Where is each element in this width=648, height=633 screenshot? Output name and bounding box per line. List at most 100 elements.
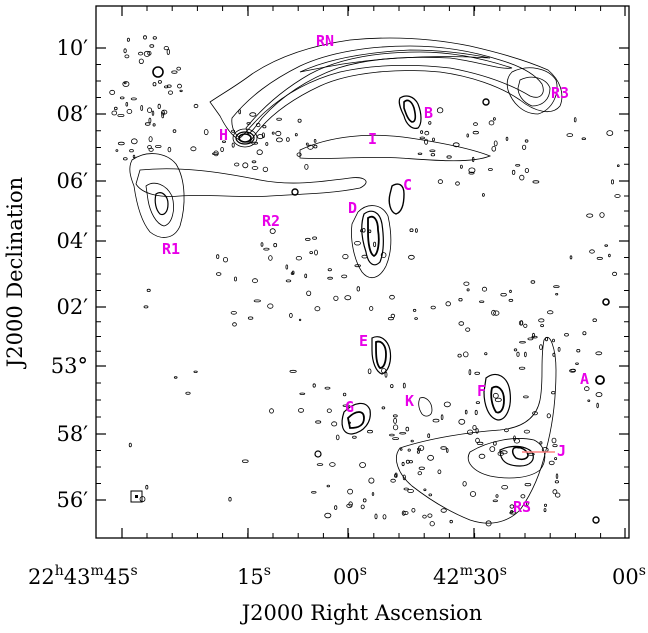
y-tick-label: 10′ bbox=[57, 36, 89, 60]
noise-contour bbox=[123, 157, 128, 161]
noise-contour bbox=[545, 336, 549, 342]
contour-e-outer bbox=[371, 336, 392, 375]
noise-contour bbox=[516, 351, 520, 357]
noise-contour bbox=[311, 490, 317, 494]
noise-contour bbox=[256, 122, 261, 128]
noise-contour bbox=[354, 264, 361, 268]
noise-contour bbox=[520, 494, 526, 499]
contour-i-region bbox=[299, 134, 492, 162]
noise-contour bbox=[540, 324, 544, 328]
noise-contour bbox=[472, 130, 479, 135]
contour-rs-mid bbox=[467, 438, 546, 479]
noise-contour bbox=[495, 494, 499, 498]
noise-contour bbox=[523, 323, 528, 328]
noise-contour bbox=[427, 513, 433, 518]
noise-contour bbox=[547, 310, 554, 315]
noise-contour bbox=[352, 435, 357, 439]
noise-contour bbox=[484, 352, 488, 356]
noise-contour bbox=[468, 171, 475, 175]
noise-contour bbox=[608, 253, 611, 258]
y-tick-label: 06′ bbox=[57, 169, 89, 193]
noise-contour bbox=[115, 149, 119, 152]
noise-contour bbox=[570, 368, 576, 372]
noise-contour bbox=[543, 508, 547, 513]
noise-contour bbox=[429, 149, 436, 153]
noise-contour bbox=[445, 301, 451, 307]
noise-contour bbox=[523, 395, 529, 399]
noise-contour bbox=[427, 433, 431, 439]
noise-contour bbox=[553, 285, 560, 288]
noise-contour bbox=[503, 428, 509, 433]
noise-contour bbox=[554, 457, 558, 461]
noise-contour bbox=[368, 477, 375, 484]
contour-rn-core bbox=[299, 49, 491, 73]
noise-contour bbox=[262, 125, 267, 129]
noise-contour bbox=[405, 426, 410, 432]
label-d: D bbox=[348, 199, 357, 217]
noise-contour bbox=[440, 446, 447, 450]
noise-contour bbox=[394, 473, 397, 478]
noise-contour bbox=[464, 409, 468, 415]
noise-contour bbox=[251, 160, 257, 164]
label-a: A bbox=[580, 370, 589, 388]
beam-ellipse bbox=[135, 495, 138, 498]
noise-contour bbox=[573, 117, 577, 123]
noise-contour bbox=[402, 382, 406, 389]
noise-contour bbox=[140, 105, 144, 111]
noise-contour bbox=[446, 155, 452, 159]
label-j: J bbox=[557, 442, 566, 460]
noise-contour bbox=[256, 149, 263, 156]
noise-contour bbox=[479, 300, 485, 303]
noise-contour bbox=[144, 122, 151, 126]
noise-contour bbox=[500, 293, 507, 297]
noise-contour bbox=[432, 418, 440, 423]
noise-contour bbox=[242, 459, 249, 463]
noise-contour bbox=[307, 144, 314, 150]
noise-contour bbox=[463, 351, 469, 358]
noise-contour bbox=[403, 487, 409, 491]
noise-contour bbox=[389, 294, 395, 300]
noise-contour bbox=[418, 466, 425, 470]
noise-contour bbox=[335, 434, 340, 441]
noise-contour bbox=[143, 305, 149, 309]
noise-contour bbox=[408, 254, 415, 260]
noise-contour bbox=[436, 107, 444, 114]
noise-contour bbox=[362, 498, 367, 503]
noise-contour bbox=[491, 309, 496, 316]
noise-contour bbox=[569, 255, 573, 260]
contour-r1-outer bbox=[129, 153, 185, 238]
noise-contour bbox=[232, 322, 237, 327]
noise-contour bbox=[166, 48, 170, 55]
y-axis-title: J2000 Declination bbox=[3, 177, 27, 369]
contour-pt-4 bbox=[291, 188, 299, 196]
noise-contour bbox=[596, 402, 599, 409]
noise-contour bbox=[407, 448, 411, 452]
noise-contour bbox=[472, 156, 475, 163]
noise-contour bbox=[440, 414, 444, 421]
noise-contour bbox=[152, 123, 156, 127]
noise-contour bbox=[146, 288, 151, 292]
noise-contour bbox=[296, 152, 302, 157]
noise-contour bbox=[275, 130, 282, 137]
noise-contour bbox=[253, 299, 261, 303]
noise-contour bbox=[581, 137, 586, 141]
noise-contour bbox=[373, 241, 377, 248]
noise-contour bbox=[555, 473, 559, 479]
noise-contour bbox=[416, 450, 420, 454]
noise-contour bbox=[463, 281, 470, 286]
axis-ticks bbox=[96, 6, 629, 538]
contour-d-inner bbox=[367, 215, 380, 258]
noise-contour bbox=[519, 174, 525, 181]
noise-contour bbox=[315, 420, 322, 424]
noise-contour bbox=[544, 503, 548, 507]
noise-contour bbox=[476, 441, 484, 445]
noise-contour bbox=[518, 320, 524, 326]
noise-contour bbox=[233, 276, 237, 282]
noise-contour bbox=[111, 110, 118, 116]
noise-contour bbox=[527, 337, 534, 341]
noise-contour bbox=[566, 133, 574, 138]
contour-b-2 bbox=[403, 99, 417, 123]
noise-contour bbox=[587, 399, 591, 402]
contour-layer bbox=[129, 37, 610, 524]
noise-contour bbox=[475, 428, 479, 434]
